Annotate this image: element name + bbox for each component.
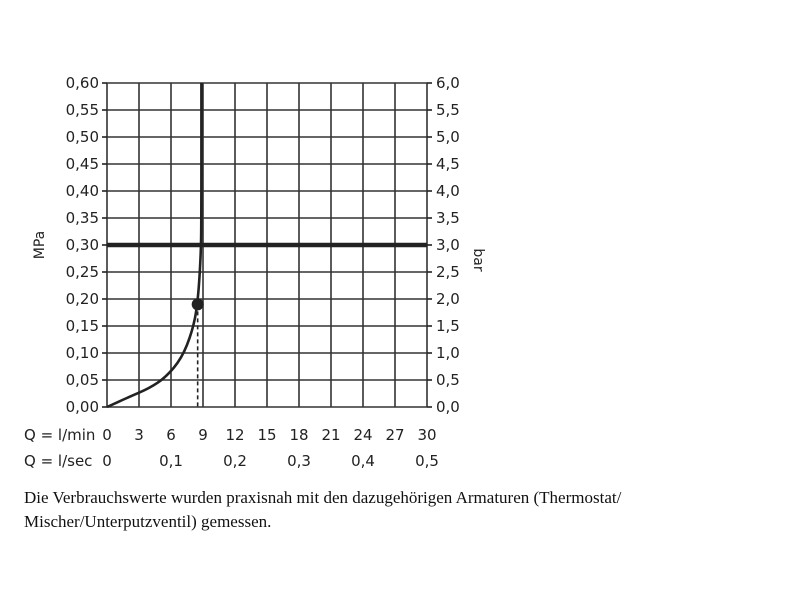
x-tick-label-lmin: 12 [225,426,244,444]
y-tick-label-right: 0,0 [436,398,460,416]
y-tick-label-left: 0,05 [66,371,99,389]
x-tick-label-lsec: 0,2 [223,452,247,470]
caption: Die Verbrauchswerte wurden praxisnah mit… [24,486,764,534]
y-tick-label-right: 2,5 [436,263,460,281]
y-tick-label-right: 5,0 [436,128,460,146]
x-tick-label-lmin: 6 [166,426,176,444]
y-tick-label-right: 0,5 [436,371,460,389]
y-tick-label-left: 0,40 [66,182,99,200]
y-tick-label-right: 1,0 [436,344,460,362]
y-tick-label-right: 5,5 [436,101,460,119]
x-tick-label-lmin: 0 [102,426,112,444]
x-tick-label-lsec: 0,4 [351,452,375,470]
y-tick-label-left: 0,55 [66,101,99,119]
y-tick-label-left: 0,20 [66,290,99,308]
y-tick-label-left: 0,60 [66,74,99,92]
y-tick-label-right: 3,0 [436,236,460,254]
x-tick-label-lmin: 24 [353,426,372,444]
y-axis-label-left: MPa [32,231,48,259]
operating-point-marker [191,298,204,311]
x-tick-label-lsec: 0,5 [415,452,439,470]
caption-line-2: Mischer/Unterputzventil) gemessen. [24,512,272,531]
y-tick-label-left: 0,00 [66,398,99,416]
x-tick-label-lmin: 3 [134,426,144,444]
caption-line-1: Die Verbrauchswerte wurden praxisnah mit… [24,488,622,507]
y-tick-label-left: 0,10 [66,344,99,362]
y-tick-label-left: 0,45 [66,155,99,173]
y-tick-label-right: 3,5 [436,209,460,227]
x-tick-label-lmin: 18 [289,426,308,444]
y-tick-label-left: 0,50 [66,128,99,146]
y-tick-label-right: 4,0 [436,182,460,200]
x-tick-label-lmin: 27 [385,426,404,444]
y-tick-label-right: 4,5 [436,155,460,173]
x-tick-label-lmin: 30 [417,426,436,444]
y-tick-label-left: 0,35 [66,209,99,227]
x-tick-label-lsec: 0 [102,452,112,470]
x-axis-label-lmin: Q = l/min [24,426,95,444]
pressure-flow-chart: 0,000,050,100,150,200,250,300,350,400,45… [24,74,486,470]
y-tick-label-right: 2,0 [436,290,460,308]
series-curve [106,83,203,409]
y-axis-label-right: bar [470,248,486,271]
y-tick-label-left: 0,25 [66,263,99,281]
x-tick-label-lmin: 21 [321,426,340,444]
x-axis-label-lsec: Q = l/sec [24,452,92,470]
y-tick-label-right: 6,0 [436,74,460,92]
x-tick-label-lsec: 0,3 [287,452,311,470]
y-tick-label-left: 0,15 [66,317,99,335]
y-tick-label-left: 0,30 [66,236,99,254]
x-tick-label-lmin: 15 [257,426,276,444]
y-tick-label-right: 1,5 [436,317,460,335]
x-tick-label-lmin: 9 [198,426,208,444]
x-tick-label-lsec: 0,1 [159,452,183,470]
